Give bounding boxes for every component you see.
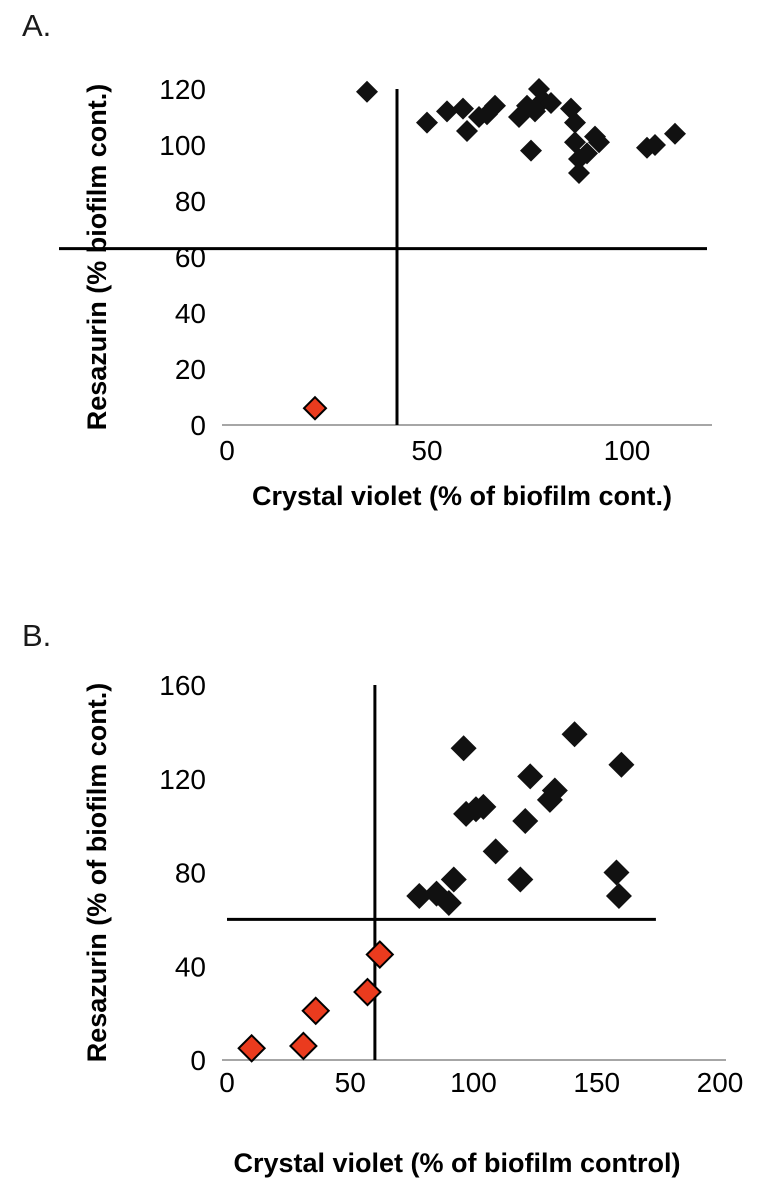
x-tick-label: 0 (219, 435, 235, 466)
data-point-black (608, 751, 635, 778)
y-tick-label: 120 (159, 764, 206, 795)
y-tick-label: 80 (175, 858, 206, 889)
data-point-red (353, 977, 382, 1007)
data-point-black (541, 777, 568, 804)
x-axis-title: Crystal violet (% of biofilm cont.) (252, 481, 672, 511)
data-point-red (237, 1033, 267, 1063)
y-tick-label: 40 (175, 298, 206, 329)
data-point-black (406, 882, 433, 909)
data-point-black (436, 100, 458, 123)
data-point-black (576, 142, 598, 165)
x-tick-label: 50 (335, 1067, 366, 1098)
data-point-black (440, 866, 467, 893)
data-point-black (520, 139, 542, 162)
data-point-red (365, 940, 395, 969)
y-tick-label: 100 (159, 130, 206, 161)
chart-a-scatter: 0 20 40 60 80 100 120 0 50 100 Crystal violet (% o… (59, 74, 712, 511)
data-point-black (356, 80, 378, 103)
data-point-black (482, 838, 509, 865)
data-point-black (416, 111, 438, 134)
panel-b-label: B. (22, 618, 52, 653)
data-point-black (507, 866, 534, 893)
data-point-black (512, 807, 539, 834)
y-tick-label: 120 (159, 74, 206, 105)
data-point-black (568, 162, 590, 184)
y-tick-label: 80 (175, 186, 206, 217)
data-point-red (289, 1031, 318, 1061)
panel-a-label: A. (22, 8, 52, 43)
data-point-black (561, 721, 588, 748)
y-tick-label: 160 (159, 670, 206, 701)
data-point-black (588, 131, 610, 154)
y-axis-title: Resazurin (% of biofilm cont.) (82, 683, 112, 1063)
data-point-black (564, 131, 586, 154)
y-axis-title: Resazurin (% biofilm cont.) (82, 84, 112, 431)
data-point-red (302, 395, 328, 421)
x-tick-label: 100 (450, 1067, 497, 1098)
x-tick-label: 150 (573, 1067, 620, 1098)
data-point-black (605, 882, 632, 909)
x-tick-label: 200 (697, 1067, 744, 1098)
y-tick-label: 60 (175, 242, 206, 273)
x-tick-label: 50 (411, 435, 442, 466)
data-point-black (450, 735, 477, 762)
x-tick-label: 0 (219, 1067, 235, 1098)
data-point-black (644, 134, 666, 156)
data-point-black (517, 763, 544, 790)
x-tick-label: 100 (604, 435, 651, 466)
data-point-red (301, 996, 331, 1026)
data-point-black (664, 122, 686, 145)
y-tick-label: 0 (190, 1045, 206, 1076)
data-point-black (564, 111, 586, 134)
y-tick-label: 40 (175, 951, 206, 982)
y-tick-label: 20 (175, 354, 206, 385)
y-tick-label: 0 (190, 410, 206, 441)
data-point-black (470, 793, 497, 820)
x-axis-title: Crystal violet (% of biofilm control) (233, 1148, 680, 1178)
data-point-black (484, 94, 506, 117)
data-point-black (456, 120, 478, 142)
data-point-black (603, 859, 630, 886)
data-point-black (540, 92, 562, 114)
data-point-black (452, 97, 474, 120)
data-point-black (435, 889, 462, 916)
chart-b-scatter: 0 40 80 120 160 0 50 100 150 200 Crystal violet (%… (82, 670, 744, 1178)
